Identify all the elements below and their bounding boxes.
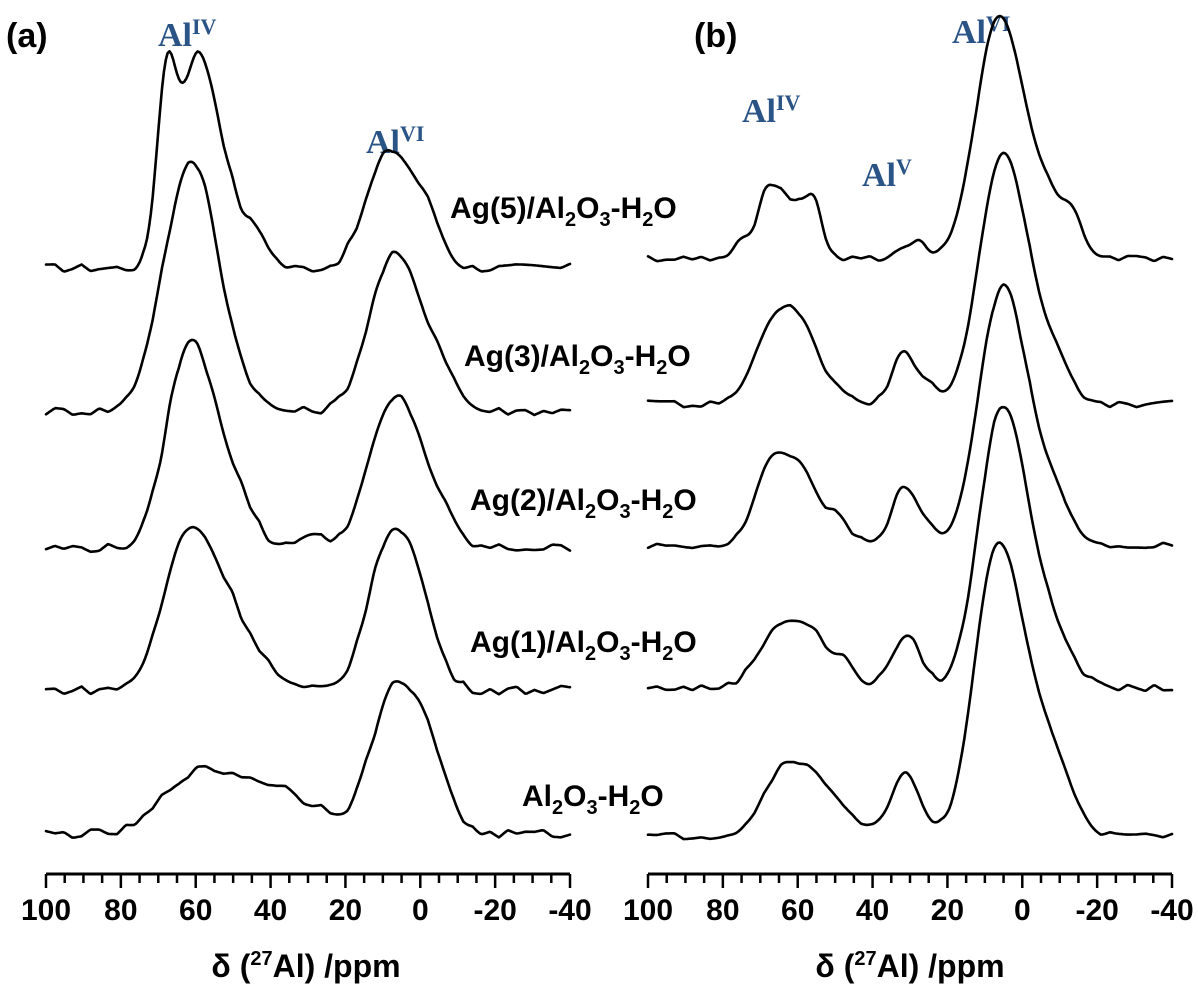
spectrum-trace-a-3 (44, 525, 572, 696)
spectrum-trace-a-0 (44, 50, 572, 273)
peak-label-b-aliv: AlIV (742, 90, 801, 130)
x-tick-label: -40 (548, 894, 591, 927)
spectrum-trace-a-2 (44, 338, 572, 554)
spectrum-trace-a-1 (44, 160, 572, 417)
peak-label-a-aliv: AlIV (158, 14, 217, 54)
x-tick-label: 40 (254, 894, 287, 927)
x-tick-label: 100 (21, 894, 71, 927)
x-axis-title-b: δ (27Al) /ppm (815, 948, 1004, 984)
series-label-ag3: Ag(3)/Al2O3-H2O (464, 340, 691, 379)
x-axis-title-a: δ (27Al) /ppm (211, 948, 400, 984)
spectrum-trace-a-4 (44, 680, 572, 839)
series-label-ag2: Ag(2)/Al2O3-H2O (470, 484, 697, 523)
x-tick-label: 0 (412, 894, 429, 927)
traces-panel-b (646, 14, 1174, 841)
panel-label-a: (a) (6, 17, 48, 55)
spectrum-trace-b-3 (646, 405, 1174, 692)
peak-label-b-alv: AlV (862, 154, 912, 194)
panel-label-b: (b) (694, 17, 737, 55)
x-axis-b: 100 80 60 40 20 0 -20 -40 (623, 872, 1194, 927)
spectrum-trace-b-2 (646, 283, 1174, 550)
x-tick-label: 100 (623, 894, 673, 927)
series-label-ag1: Ag(1)/Al2O3-H2O (470, 626, 697, 665)
series-label-al2o3: Al2O3-H2O (522, 780, 664, 819)
spectrum-trace-b-0 (646, 14, 1174, 263)
x-tick-label: -20 (1075, 894, 1118, 927)
x-tick-label: 60 (781, 894, 814, 927)
traces-panel-a (44, 50, 572, 839)
series-label-ag5: Ag(5)/Al2O3-H2O (450, 192, 677, 231)
x-tick-label: 40 (856, 894, 889, 927)
x-tick-label: -40 (1150, 894, 1193, 927)
spectrum-trace-b-1 (646, 151, 1174, 409)
x-tick-label: 0 (1014, 894, 1031, 927)
x-tick-label: 80 (706, 894, 739, 927)
x-tick-label: 80 (104, 894, 137, 927)
x-tick-label: 20 (931, 894, 964, 927)
x-tick-label: 60 (179, 894, 212, 927)
x-tick-label: -20 (473, 894, 516, 927)
x-tick-label: 20 (329, 894, 362, 927)
x-axis-a: 100 80 60 40 20 0 -20 -40 (21, 872, 592, 927)
spectrum-trace-b-4 (646, 541, 1174, 841)
peak-label-a-alvi: AlVI (366, 121, 424, 161)
